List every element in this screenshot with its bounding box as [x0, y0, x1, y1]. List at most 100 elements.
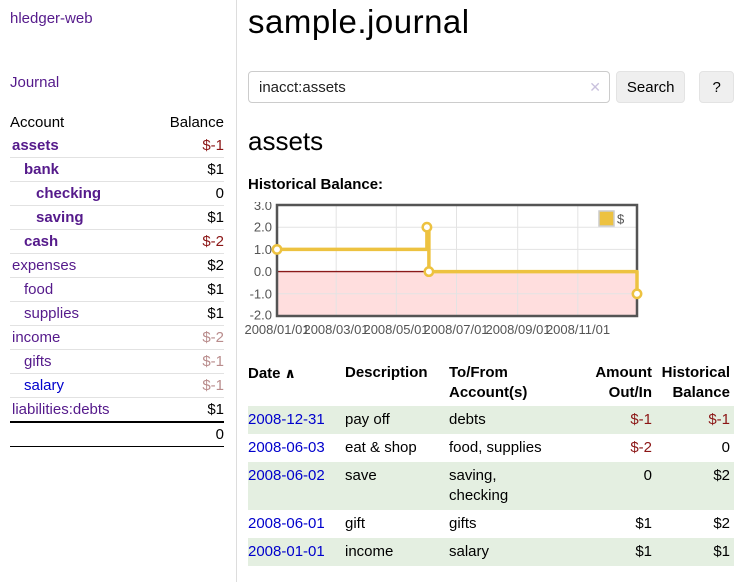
transaction-date-link[interactable]: 2008-01-01 [248, 543, 325, 560]
chart-canvas: $ 3.0 2.0 1.0 0.0 -1.0 -2.0 [248, 202, 648, 320]
table-row: 2008-06-03 eat & shop food, supplies $-2… [248, 434, 734, 462]
table-row: salary $-1 [10, 374, 224, 398]
transaction-description: eat & shop [345, 434, 449, 462]
table-row: assets $-1 [10, 134, 224, 158]
account-link-cash[interactable]: cash [24, 233, 58, 250]
search-form: ✕ Search ? [248, 71, 734, 103]
help-button[interactable]: ? [699, 71, 734, 103]
transaction-date-link[interactable]: 2008-06-01 [248, 515, 325, 532]
transaction-date-link[interactable]: 2008-06-02 [248, 467, 325, 484]
account-link-bank[interactable]: bank [24, 161, 59, 178]
table-row: 2008-01-01 income salary $1 $1 [248, 538, 734, 566]
x-axis-label: 2008/01/01 [244, 322, 309, 337]
transaction-description: income [345, 538, 449, 566]
account-balance: $-2 [149, 326, 224, 350]
account-balance: $1 [149, 398, 224, 423]
sort-ascending-icon: ∧ [285, 365, 296, 381]
column-header-balance: Balance [149, 111, 224, 134]
account-balance: $2 [149, 254, 224, 278]
transaction-balance: $1 [656, 538, 734, 566]
account-link-income[interactable]: income [12, 329, 60, 346]
account-balance: $-2 [149, 230, 224, 254]
transaction-amount: $1 [591, 510, 656, 538]
account-balance: $1 [149, 206, 224, 230]
transaction-accounts: gifts [449, 510, 591, 538]
chart-title: Historical Balance: [248, 176, 734, 193]
svg-text:2.0: 2.0 [254, 220, 272, 235]
account-link-checking[interactable]: checking [36, 185, 101, 202]
account-link-expenses[interactable]: expenses [12, 257, 76, 274]
table-row: food $1 [10, 278, 224, 302]
svg-text:1.0: 1.0 [254, 242, 272, 257]
x-axis-label: 2008/07/01 [423, 322, 488, 337]
accounts-total-row: 0 [10, 422, 224, 447]
table-row: liabilities:debts $1 [10, 398, 224, 423]
transaction-description: save [345, 462, 449, 510]
column-header-balance: Historical Balance [656, 360, 734, 406]
table-row: income $-2 [10, 326, 224, 350]
transaction-accounts: debts [449, 406, 591, 434]
account-balance: $-1 [149, 134, 224, 158]
x-axis-label: 2008/03/01 [303, 322, 368, 337]
sidebar: hledger-web Journal Account Balance asse… [0, 0, 237, 582]
account-balance: $-1 [149, 350, 224, 374]
account-link-assets[interactable]: assets [12, 137, 59, 154]
account-link-supplies[interactable]: supplies [24, 305, 79, 322]
transaction-accounts: saving, checking [449, 462, 591, 510]
column-header-account: Account [10, 111, 149, 134]
register-table: Date∧ Description To/From Account(s) Amo… [248, 360, 734, 566]
column-header-accounts: To/From Account(s) [449, 360, 591, 406]
transaction-description: gift [345, 510, 449, 538]
account-link-saving[interactable]: saving [36, 209, 84, 226]
account-link-food[interactable]: food [24, 281, 53, 298]
account-balance: $1 [149, 278, 224, 302]
column-header-description: Description [345, 360, 449, 406]
svg-text:3.0: 3.0 [254, 202, 272, 213]
table-row: supplies $1 [10, 302, 224, 326]
svg-text:-1.0: -1.0 [250, 286, 272, 301]
legend-label: $ [617, 212, 625, 227]
x-axis-label: 2008/11/01 [546, 322, 610, 337]
brand-link[interactable]: hledger-web [10, 10, 93, 27]
account-link-salary[interactable]: salary [24, 377, 64, 394]
transaction-description: pay off [345, 406, 449, 434]
account-link-gifts[interactable]: gifts [24, 353, 52, 370]
svg-text:-2.0: -2.0 [250, 308, 272, 321]
table-row: 2008-12-31 pay off debts $-1 $-1 [248, 406, 734, 434]
transaction-amount: 0 [591, 462, 656, 510]
table-row: 2008-06-01 gift gifts $1 $2 [248, 510, 734, 538]
accounts-table: Account Balance assets $-1 bank $1 check… [10, 111, 224, 447]
account-balance: $1 [149, 302, 224, 326]
sidebar-item-journal[interactable]: Journal [10, 74, 59, 91]
main-content: sample.journal ✕ Search ? assets Histori… [238, 0, 742, 582]
table-row: expenses $2 [10, 254, 224, 278]
accounts-total-value: 0 [149, 422, 224, 447]
transaction-balance: 0 [656, 434, 734, 462]
clear-search-icon[interactable]: ✕ [589, 79, 601, 96]
search-button[interactable]: Search [616, 71, 685, 103]
legend-swatch [599, 211, 614, 226]
transaction-amount: $1 [591, 538, 656, 566]
page-title: sample.journal [248, 2, 734, 42]
svg-text:0.0: 0.0 [254, 264, 272, 279]
table-row: saving $1 [10, 206, 224, 230]
account-balance: $-1 [149, 374, 224, 398]
accounts-table-header: Account Balance [10, 111, 224, 134]
transaction-date-link[interactable]: 2008-12-31 [248, 411, 325, 428]
table-row: gifts $-1 [10, 350, 224, 374]
search-input[interactable] [248, 71, 610, 103]
transaction-date-link[interactable]: 2008-06-03 [248, 439, 325, 456]
transaction-balance: $2 [656, 462, 734, 510]
transaction-amount: $-2 [591, 434, 656, 462]
transaction-balance: $-1 [656, 406, 734, 434]
account-balance: 0 [149, 182, 224, 206]
account-link-liabilities-debts[interactable]: liabilities:debts [12, 401, 110, 418]
table-row: bank $1 [10, 158, 224, 182]
transaction-amount: $-1 [591, 406, 656, 434]
column-header-date[interactable]: Date∧ [248, 360, 345, 406]
x-axis-label: 2008/09/01 [485, 322, 550, 337]
historical-balance-chart[interactable]: $ 3.0 2.0 1.0 0.0 -1.0 -2.0 2008/01/01 2… [248, 202, 648, 342]
x-axis-label: 2008/05/01 [363, 322, 428, 337]
column-header-amount: Amount Out/In [591, 360, 656, 406]
transaction-accounts: food, supplies [449, 434, 591, 462]
